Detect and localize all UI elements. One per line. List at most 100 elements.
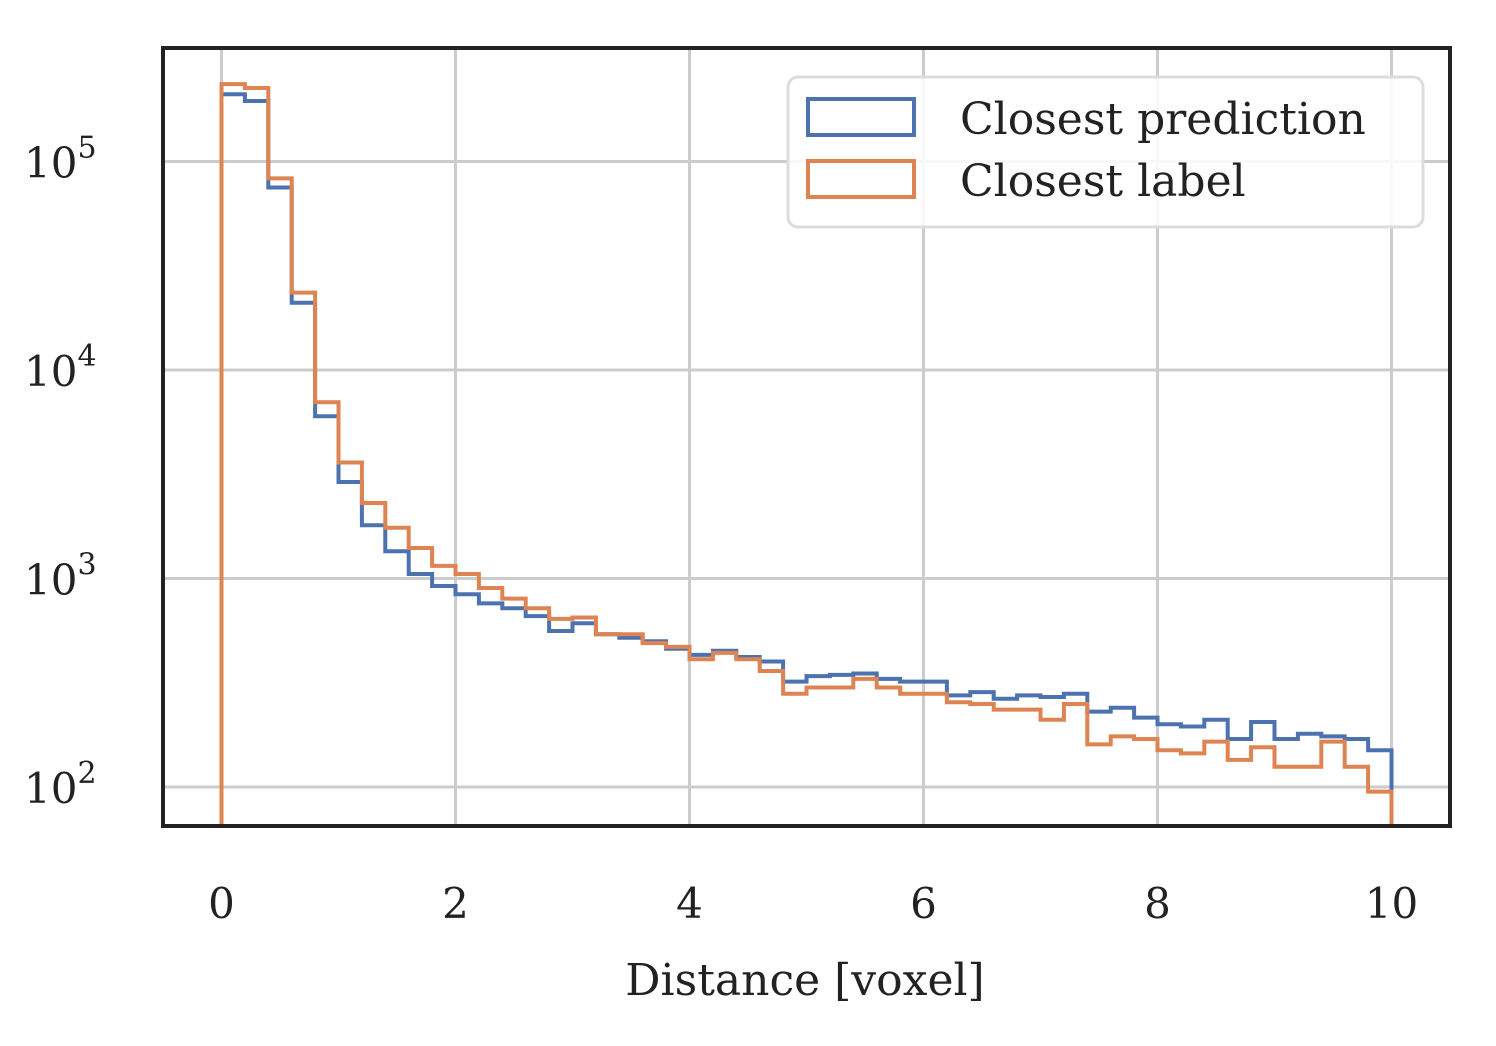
series-2-bin — [1368, 792, 1391, 826]
series-1-bin — [643, 641, 666, 826]
x-axis-label: Distance [voxel] — [625, 955, 984, 1006]
series-1-bin — [690, 655, 713, 826]
plot-area-frame — [161, 46, 1452, 828]
series-1-bin — [924, 682, 947, 826]
series-2-bin — [1298, 767, 1321, 826]
series-2-bin — [1228, 760, 1251, 826]
series-1-bin — [1204, 720, 1227, 826]
x-tick-label: 2 — [442, 879, 469, 928]
series-1-bin — [1158, 724, 1181, 826]
y-tick-label: 102 — [24, 756, 97, 813]
series-1-bin — [994, 699, 1017, 826]
series-1-bin — [245, 101, 268, 826]
series-1-bin — [573, 623, 596, 826]
series-2-bin — [573, 617, 596, 826]
series-1-bin — [1111, 708, 1134, 826]
legend-swatch-2 — [806, 159, 916, 199]
series-2-bin — [970, 704, 993, 826]
series-2-bin — [526, 608, 549, 826]
x-tick-label: 0 — [208, 879, 235, 928]
series-1-bin — [339, 482, 362, 826]
x-tick-label: 8 — [1144, 879, 1171, 928]
series-2-bin — [666, 647, 689, 826]
series-2-bin — [362, 503, 385, 826]
series-1-bin — [807, 676, 830, 826]
legend: Closest prediction Closest label — [786, 75, 1425, 229]
series-2-bin — [1134, 739, 1157, 826]
x-tick-label: 4 — [676, 879, 703, 928]
series-1-bin — [432, 586, 455, 826]
series-1-bin — [362, 525, 385, 826]
series-1-bin — [479, 603, 502, 826]
series-1-bin — [526, 616, 549, 826]
series-2-bin — [479, 588, 502, 826]
series-1-bin — [1275, 739, 1298, 826]
series-1-bin — [502, 608, 525, 826]
series-2-bin — [994, 710, 1017, 826]
series-2-bin — [1087, 744, 1110, 826]
series-1-bin — [292, 303, 315, 826]
series-2-bin — [1111, 736, 1134, 826]
series-2-bin — [1345, 767, 1368, 826]
series-2-step-line — [219, 82, 1394, 826]
series-2-bin — [502, 599, 525, 826]
series-1-bin — [1298, 734, 1321, 826]
legend-label-2: Closest label — [960, 156, 1246, 207]
series-2-bin — [947, 702, 970, 826]
series-1-bin — [1321, 736, 1344, 826]
series-1-bin — [222, 94, 245, 826]
series-1-bin — [1041, 697, 1064, 826]
series-2-bin — [783, 694, 806, 826]
series-1-bin — [1345, 739, 1368, 826]
x-tick-label: 10 — [1365, 879, 1418, 928]
series-1-bin — [853, 674, 876, 826]
y-tick-label: 103 — [24, 547, 97, 604]
series-2-bin — [292, 293, 315, 826]
x-axis-ticks: 0 2 4 6 8 10 — [208, 879, 1418, 928]
series-1-bin — [1181, 727, 1204, 826]
series-1-bin — [1228, 739, 1251, 826]
histogram-series — [219, 82, 1394, 826]
series-2-bin — [900, 694, 923, 826]
series-2-bin — [853, 679, 876, 826]
series-2-bin — [315, 402, 338, 826]
series-2-bin — [924, 694, 947, 826]
series-1-bin — [1087, 712, 1110, 826]
plot-frame — [161, 46, 1452, 828]
series-2-bin — [713, 653, 736, 826]
y-axis-ticks: 102 103 104 105 — [24, 130, 97, 813]
series-2-bin — [339, 462, 362, 826]
series-1-bin — [456, 594, 479, 826]
series-2-bin — [1321, 742, 1344, 826]
series-2-bin — [596, 634, 619, 826]
y-tick-label: 105 — [24, 130, 97, 187]
legend-box — [786, 75, 1425, 229]
series-2-bin — [807, 688, 830, 826]
series-2-bin — [1275, 767, 1298, 826]
series-1-bin — [760, 661, 783, 826]
series-1-bin — [1251, 722, 1274, 826]
series-1-bin — [596, 634, 619, 826]
series-2-bin — [268, 178, 291, 826]
series-1-bin — [783, 682, 806, 826]
series-2-bin — [1064, 704, 1087, 826]
series-2-bin — [1017, 710, 1040, 826]
series-1-bin — [315, 416, 338, 826]
series-2-bin — [245, 88, 268, 826]
legend-swatch-1 — [806, 97, 916, 137]
series-1-bin — [713, 651, 736, 826]
series-2-bin — [643, 643, 666, 826]
series-1-bin — [877, 679, 900, 826]
y-tick-label: 104 — [24, 339, 97, 396]
series-1-bin — [830, 675, 853, 826]
series-1-bin — [1064, 694, 1087, 826]
series-2-bin — [1181, 753, 1204, 826]
x-tick-label: 6 — [910, 879, 937, 928]
series-1-bin — [947, 695, 970, 826]
series-2-bin — [409, 548, 432, 826]
series-2-bin — [736, 659, 759, 826]
series-2-bin — [619, 634, 642, 826]
series-2-bin — [1041, 720, 1064, 826]
series-2-bin — [760, 671, 783, 826]
